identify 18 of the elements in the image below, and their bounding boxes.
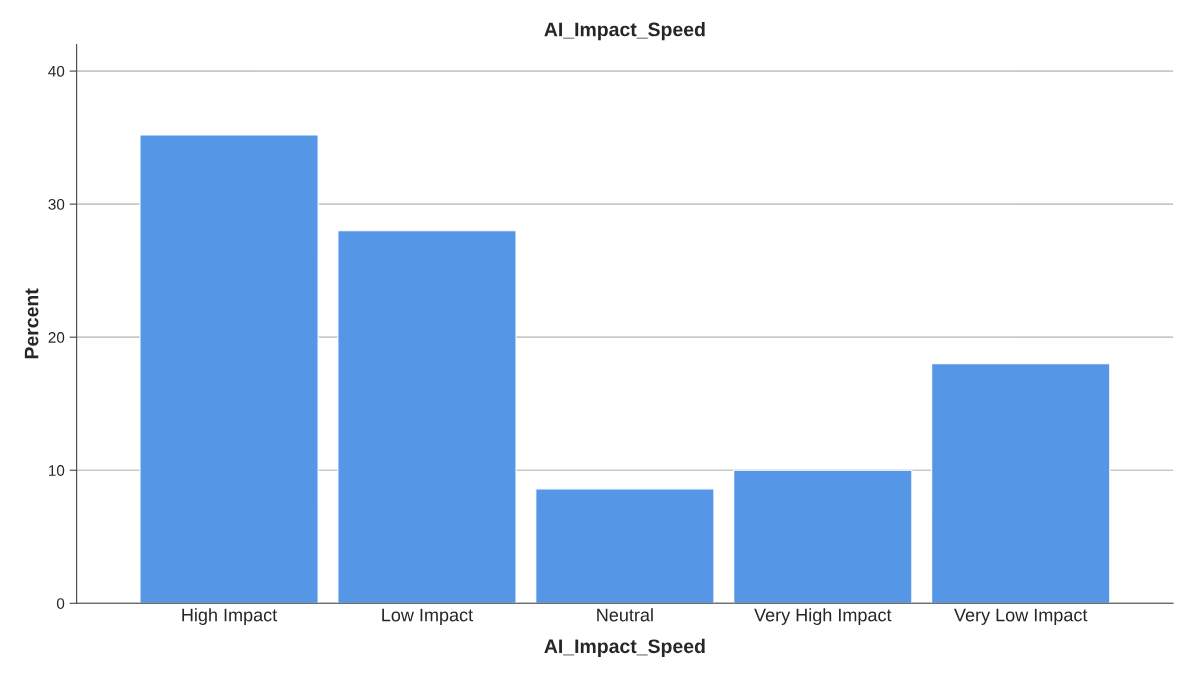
y-tick-label: 30 (48, 198, 65, 210)
bar (139, 134, 319, 604)
x-tick-label: Very High Impact (754, 608, 892, 625)
x-tick-label: Neutral (597, 608, 653, 622)
bar (535, 488, 715, 604)
bar (733, 469, 913, 604)
y-axis-title: Percent (24, 288, 39, 359)
bar (931, 363, 1111, 604)
chart-title: AI_Impact_Speed (544, 22, 705, 41)
x-tick-label: Low Impact (382, 608, 473, 625)
x-axis-title: AI_Impact_Speed (544, 638, 705, 657)
x-tick-label: High Impact (182, 608, 278, 625)
y-tick-label: 0 (56, 598, 65, 609)
y-tick-label: 40 (48, 65, 65, 77)
bar (337, 230, 517, 604)
y-tick-label: 20 (48, 332, 65, 343)
x-tick-label: Very Low Impact (954, 608, 1088, 625)
y-tick-label: 10 (49, 465, 65, 476)
